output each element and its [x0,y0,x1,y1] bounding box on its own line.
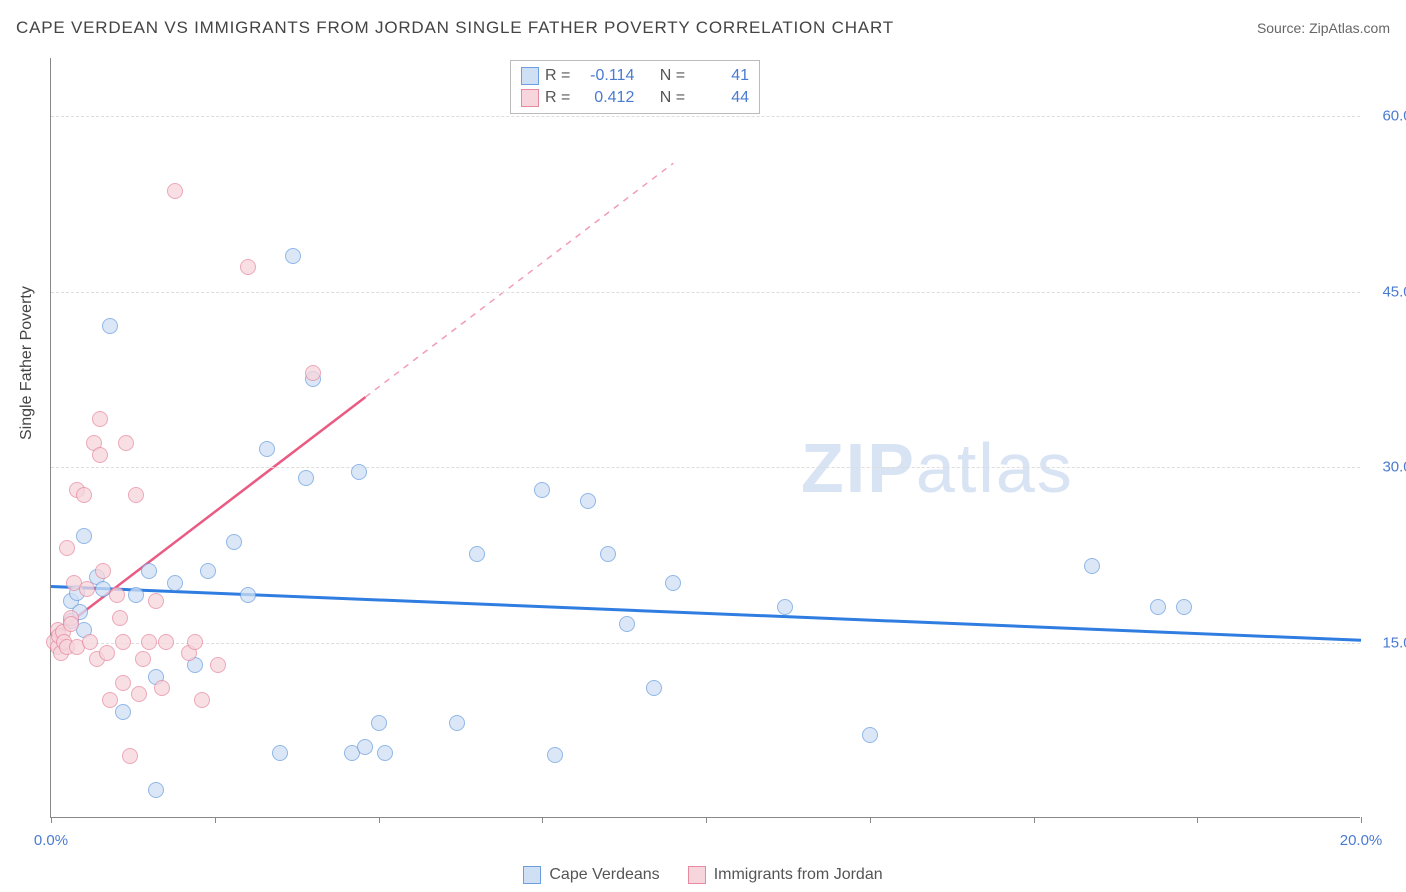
data-point [210,657,226,673]
data-point [167,183,183,199]
data-point [646,680,662,696]
data-point [305,365,321,381]
y-tick-label: 60.0% [1382,108,1406,125]
data-point [128,487,144,503]
data-point [154,680,170,696]
data-point [272,745,288,761]
data-point [777,599,793,615]
legend-label: Cape Verdeans [549,866,659,884]
legend-row: R =0.412 N =44 [521,87,749,109]
gridline [51,643,1360,644]
data-point [862,727,878,743]
x-tick-mark [542,817,543,823]
data-point [167,575,183,591]
chart-title: CAPE VERDEAN VS IMMIGRANTS FROM JORDAN S… [16,18,894,38]
series-legend: Cape Verdeans Immigrants from Jordan [0,866,1406,884]
y-axis-label: Single Father Poverty [18,286,36,440]
data-point [112,610,128,626]
data-point [79,581,95,597]
legend-label: Immigrants from Jordan [714,866,883,884]
data-point [1084,558,1100,574]
plot-area: ZIPatlas 15.0%30.0%45.0%60.0%0.0%20.0% [50,58,1360,818]
x-tick-label: 0.0% [34,832,68,849]
x-tick-mark [379,817,380,823]
data-point [95,563,111,579]
data-point [131,686,147,702]
data-point [118,435,134,451]
data-point [534,482,550,498]
y-tick-label: 30.0% [1382,459,1406,476]
data-point [92,411,108,427]
legend-swatch [521,89,539,107]
data-point [141,563,157,579]
data-point [92,447,108,463]
data-point [285,248,301,264]
data-point [194,692,210,708]
correlation-legend: R =-0.114 N =41R =0.412 N =44 [510,60,760,114]
x-tick-mark [1034,817,1035,823]
data-point [259,441,275,457]
data-point [240,587,256,603]
legend-item: Immigrants from Jordan [688,866,883,884]
data-point [469,546,485,562]
data-point [226,534,242,550]
data-point [135,651,151,667]
data-point [187,634,203,650]
data-point [580,493,596,509]
data-point [82,634,98,650]
x-tick-mark [51,817,52,823]
data-point [59,540,75,556]
data-point [240,259,256,275]
data-point [102,318,118,334]
data-point [1176,599,1192,615]
x-tick-mark [215,817,216,823]
data-point [600,546,616,562]
data-point [158,634,174,650]
legend-swatch [521,67,539,85]
legend-item: Cape Verdeans [523,866,659,884]
data-point [115,704,131,720]
gridline [51,292,1360,293]
gridline [51,116,1360,117]
data-point [351,464,367,480]
data-point [102,692,118,708]
data-point [109,587,125,603]
y-tick-label: 15.0% [1382,634,1406,651]
data-point [148,593,164,609]
source-label: Source: ZipAtlas.com [1257,20,1390,36]
data-point [63,616,79,632]
x-tick-label: 20.0% [1340,832,1383,849]
legend-swatch [523,866,541,884]
data-point [200,563,216,579]
gridline [51,467,1360,468]
data-point [148,782,164,798]
data-point [115,634,131,650]
data-point [665,575,681,591]
data-point [298,470,314,486]
data-point [76,487,92,503]
y-tick-label: 45.0% [1382,283,1406,300]
legend-swatch [688,866,706,884]
data-point [377,745,393,761]
data-point [619,616,635,632]
x-tick-mark [870,817,871,823]
chart-container: CAPE VERDEAN VS IMMIGRANTS FROM JORDAN S… [0,0,1406,892]
data-point [547,747,563,763]
data-point [115,675,131,691]
data-point [449,715,465,731]
x-tick-mark [1361,817,1362,823]
data-point [1150,599,1166,615]
data-point [76,528,92,544]
data-point [128,587,144,603]
data-point [99,645,115,661]
header: CAPE VERDEAN VS IMMIGRANTS FROM JORDAN S… [16,18,1390,38]
x-tick-mark [1197,817,1198,823]
data-point [357,739,373,755]
data-point [122,748,138,764]
x-tick-mark [706,817,707,823]
trend-lines [51,58,1360,817]
data-point [371,715,387,731]
data-point [141,634,157,650]
legend-row: R =-0.114 N =41 [521,65,749,87]
